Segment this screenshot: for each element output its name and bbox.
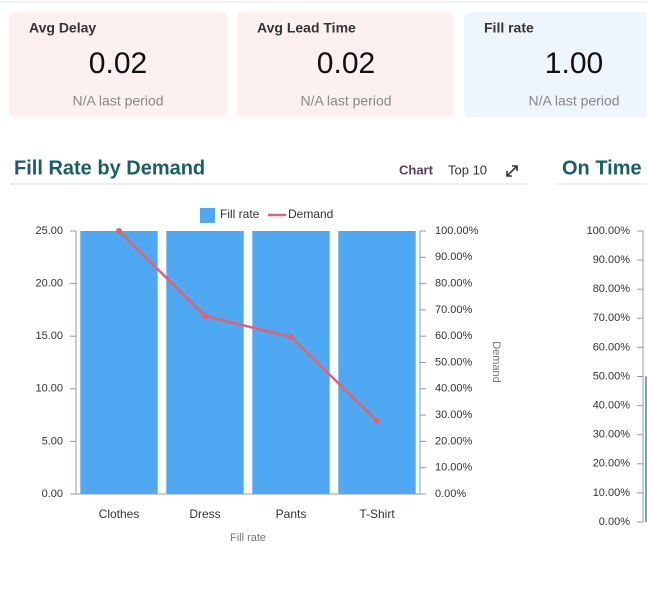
top-filter[interactable]: Top 10 (448, 162, 487, 177)
y-tick-label: 10.00% (593, 487, 631, 499)
expand-icon[interactable] (506, 165, 518, 177)
y2-tick-label: 50.00% (435, 356, 473, 368)
y-tick-label: 25.00 (35, 225, 63, 237)
legend-swatch (200, 208, 215, 223)
y2-tick-label: 90.00% (435, 251, 473, 263)
x-tick-label: Dress (189, 507, 220, 521)
y2-tick-label: 100.00% (435, 225, 479, 237)
y2-tick-label: 10.00% (435, 462, 473, 474)
y-tick-label: 50.00% (593, 370, 631, 382)
y2-tick-label: 20.00% (435, 435, 473, 447)
expand-arrows (506, 165, 518, 177)
y-tick-label: 40.00% (593, 400, 631, 412)
line-point (116, 228, 122, 234)
chart-title: On Time (562, 157, 642, 179)
line (118, 230, 378, 422)
bar (166, 231, 244, 494)
line-point (202, 312, 208, 319)
x-tick-label: Clothes (99, 507, 140, 521)
y2-tick-label: 70.00% (435, 304, 473, 316)
x-tick-label: Pants (276, 507, 307, 521)
kpi-card (9, 12, 227, 117)
kpi-label: Avg Lead Time (257, 20, 356, 36)
x-tick-label: T-Shirt (359, 507, 395, 521)
y-tick-label: 0.00% (599, 516, 630, 528)
y-tick-label: 20.00% (593, 458, 631, 470)
kpi-value: 0.02 (317, 47, 375, 80)
kpi-value: 1.00 (545, 47, 603, 80)
y2-tick-label: 60.00% (435, 330, 473, 342)
y-tick-label: 5.00 (42, 435, 63, 447)
kpi-value: 0.02 (89, 47, 147, 80)
y-tick-label: 30.00% (593, 429, 631, 441)
kpi-note: N/A last period (72, 93, 163, 109)
legend-label: Demand (288, 207, 333, 221)
y2-tick-label: 80.00% (435, 278, 473, 290)
y-tick-label: 70.00% (593, 312, 631, 324)
kpi-label: Avg Delay (29, 20, 96, 36)
kpi-label: Fill rate (484, 20, 534, 36)
kpi-card (237, 12, 454, 117)
y2-tick-label: 30.00% (435, 409, 473, 421)
kpi-card (464, 12, 647, 117)
y-tick-label: 100.00% (587, 225, 631, 237)
y2-axis-label: Demand (490, 341, 502, 383)
y-tick-label: 20.00 (35, 278, 63, 290)
legend-label: Fill rate (220, 207, 260, 221)
y-tick-label: 80.00% (593, 283, 631, 295)
bar (645, 376, 647, 522)
view-switch[interactable]: Chart (399, 162, 434, 177)
kpi-note: N/A last period (300, 93, 391, 109)
y-tick-label: 60.00% (593, 341, 631, 353)
chart-title: Fill Rate by Demand (14, 157, 205, 179)
kpi-note: N/A last period (528, 93, 619, 109)
bar (80, 231, 158, 494)
line-point (374, 417, 380, 424)
line-point (288, 333, 294, 340)
y2-tick-label: 0.00% (435, 488, 466, 500)
y-tick-label: 15.00 (35, 330, 63, 342)
y-tick-label: 0.00 (42, 488, 63, 500)
y-tick-label: 90.00% (593, 254, 631, 266)
y-tick-label: 10.00 (35, 383, 63, 395)
bar (338, 231, 416, 494)
x-axis-label: Fill rate (230, 532, 266, 544)
y2-tick-label: 40.00% (435, 383, 473, 395)
